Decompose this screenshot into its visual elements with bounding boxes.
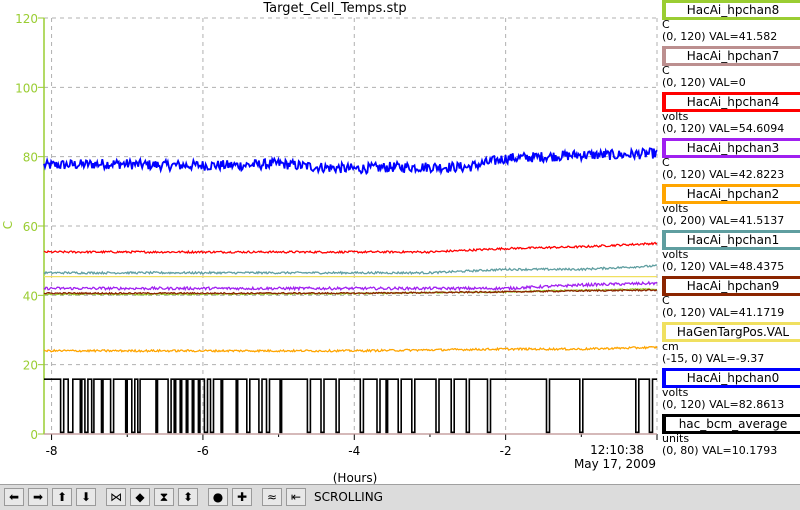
zoom-out-vertical-icon[interactable]: ⬍: [178, 488, 198, 506]
y-tick-label: 80: [23, 151, 38, 165]
legend-entry[interactable]: HacAi_hpchan1 volts (0, 120) VAL=48.4375: [660, 230, 800, 276]
axes: [38, 17, 658, 440]
record-icon[interactable]: ●: [208, 488, 228, 506]
legend-entry-name[interactable]: HacAi_hpchan9: [662, 276, 800, 296]
x-tick-label: -6: [197, 444, 209, 458]
legend-entry-unit: volts: [662, 110, 689, 123]
series-line-HacAi_hpchan2: [43, 345, 658, 353]
series-line-HacAi_hpchan1: [43, 264, 658, 276]
series-group: [43, 146, 658, 435]
tick-labels: 0 20 40 60 80 100 120 -8 -6 -4 -2: [15, 12, 512, 458]
series-line-HacAi_hpchan0: [43, 146, 658, 176]
legend-entry-unit: volts: [662, 248, 689, 261]
series-line-HacAi_hpchan9: [43, 288, 658, 295]
legend-entry-unit: units: [662, 432, 690, 445]
legend-entry-name[interactable]: HacAi_hpchan3: [662, 138, 800, 158]
scroll-mode-icon[interactable]: ⇤: [286, 488, 306, 506]
legend-entry-range: (0, 80) VAL=10.1793: [662, 444, 778, 457]
toolbar: SCROLLING ⬅ ➡ ⬆ ⬇ ⋈ ◆ ⧗ ⬍ ● ✚ ≈ ⇤: [0, 484, 800, 510]
legend-entry-unit: volts: [662, 202, 689, 215]
legend-entry-name[interactable]: HacAi_hpchan8: [662, 0, 800, 20]
y-axis-label: C: [1, 221, 15, 229]
x-tick-label: -4: [348, 444, 360, 458]
autoscale-icon[interactable]: ≈: [262, 488, 282, 506]
y-tick-label: 20: [23, 359, 38, 373]
y-tick-label: 120: [15, 12, 38, 26]
legend-entry-range: (0, 120) VAL=82.8613: [662, 398, 785, 411]
series-line-HacAi_hpchan4: [43, 241, 658, 255]
legend-entry[interactable]: HacAi_hpchan9 C (0, 120) VAL=41.1719: [660, 276, 800, 322]
legend-entry-unit: C: [662, 64, 670, 77]
legend-entry-range: (0, 120) VAL=54.6094: [662, 122, 785, 135]
legend-entry-unit: volts: [662, 386, 689, 399]
legend-entry[interactable]: HaGenTargPos.VAL cm (-15, 0) VAL=-9.37: [660, 322, 800, 368]
legend-entry-range: (0, 200) VAL=41.5137: [662, 214, 785, 227]
legend-entry[interactable]: HacAi_hpchan2 volts (0, 200) VAL=41.5137: [660, 184, 800, 230]
legend-entry[interactable]: hac_bcm_average units (0, 80) VAL=10.1793: [660, 414, 800, 460]
legend-entry-name[interactable]: HacAi_hpchan4: [662, 92, 800, 112]
legend-entry-unit: C: [662, 294, 670, 307]
right-arrow-icon[interactable]: ➡: [28, 488, 48, 506]
x-tick-label: -2: [500, 444, 512, 458]
grid: [44, 17, 658, 434]
legend-entry[interactable]: HacAi_hpchan4 volts (0, 120) VAL=54.6094: [660, 92, 800, 138]
legend-entry[interactable]: HacAi_hpchan7 C (0, 120) VAL=0: [660, 46, 800, 92]
legend-entry-name[interactable]: HacAi_hpchan7: [662, 46, 800, 66]
legend-entry-name[interactable]: hac_bcm_average: [662, 414, 800, 434]
y-tick-label: 100: [15, 81, 38, 95]
legend-entry[interactable]: HacAi_hpchan3 C (0, 120) VAL=42.8223: [660, 138, 800, 184]
left-arrow-icon[interactable]: ⬅: [4, 488, 24, 506]
legend-entry-range: (0, 120) VAL=48.4375: [662, 260, 785, 273]
scrolling-status: SCROLLING: [314, 490, 383, 504]
legend-entry-name[interactable]: HacAi_hpchan1: [662, 230, 800, 250]
legend-entry[interactable]: HacAi_hpchan0 volts (0, 120) VAL=82.8613: [660, 368, 800, 414]
legend-entry-name[interactable]: HacAi_hpchan2: [662, 184, 800, 204]
series-line-HacAi_hpchan3: [43, 280, 658, 292]
y-tick-label: 40: [23, 289, 38, 303]
zoom-out-horizontal-icon[interactable]: ◆: [130, 488, 150, 506]
end-date: May 17, 2009: [574, 457, 656, 471]
legend-entry-range: (0, 120) VAL=41.1719: [662, 306, 785, 319]
legend-entry-unit: C: [662, 18, 670, 31]
up-arrow-icon[interactable]: ⬆: [52, 488, 72, 506]
legend-entry-unit: cm: [662, 340, 679, 353]
chart: Target_Cell_Temps.stp C 0 20 40 60 80 100 120 -…: [1, 1, 658, 484]
x-axis-label: (Hours): [333, 471, 378, 484]
zoom-in-vertical-icon[interactable]: ⧗: [154, 488, 174, 506]
series-line-hac_bcm_average: [44, 378, 657, 434]
zoom-in-horizontal-icon[interactable]: ⋈: [106, 488, 126, 506]
add-icon[interactable]: ✚: [232, 488, 252, 506]
x-tick-label: -8: [46, 444, 58, 458]
end-time: 12:10:38: [590, 443, 644, 457]
legend-entry-name[interactable]: HacAi_hpchan0: [662, 368, 800, 388]
chart-title: Target_Cell_Temps.stp: [262, 1, 406, 16]
legend-entry-range: (0, 120) VAL=41.582: [662, 30, 778, 43]
legend-entry[interactable]: HacAi_hpchan8 C (0, 120) VAL=41.582: [660, 0, 800, 46]
down-arrow-icon[interactable]: ⬇: [76, 488, 96, 506]
legend-entry-range: (-15, 0) VAL=-9.37: [662, 352, 765, 365]
legend-entry-unit: C: [662, 156, 670, 169]
legend-entry-name[interactable]: HaGenTargPos.VAL: [662, 322, 800, 342]
legend-entry-range: (0, 120) VAL=42.8223: [662, 168, 785, 181]
y-tick-label: 60: [23, 220, 38, 234]
legend-entry-range: (0, 120) VAL=0: [662, 76, 746, 89]
y-tick-label: 0: [30, 428, 38, 442]
legend: HacAi_hpchan8 C (0, 120) VAL=41.582 HacAi_h…: [660, 0, 800, 460]
